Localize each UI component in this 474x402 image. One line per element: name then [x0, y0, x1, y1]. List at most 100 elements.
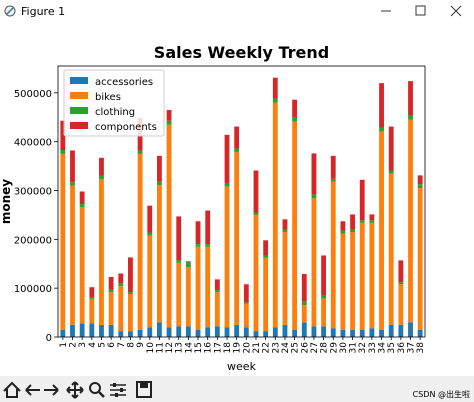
y-tick-label: 300000 — [14, 187, 52, 198]
x-tick-label: 17 — [213, 342, 223, 353]
y-tick-label: 400000 — [14, 138, 52, 149]
bar-segment — [176, 262, 182, 327]
x-axis-label: week — [227, 360, 257, 373]
bar-segment — [282, 219, 288, 230]
bar-segment — [359, 329, 365, 337]
axes-frame — [57, 65, 426, 338]
bar-segment — [205, 246, 211, 328]
chart-title: Sales Weekly Trend — [154, 43, 329, 62]
bar-segment — [176, 216, 182, 261]
bar-segment — [282, 232, 288, 325]
y-tick-label: 500000 — [14, 89, 52, 100]
x-tick-label: 18 — [223, 342, 233, 354]
bar-segment — [398, 284, 404, 325]
bar-segment — [156, 155, 162, 182]
bar-segment — [234, 148, 240, 152]
bar-segment — [79, 204, 85, 208]
bar-segment — [176, 260, 182, 263]
bar-segment — [330, 328, 336, 337]
bar-segment — [224, 134, 230, 184]
bar-segment — [128, 257, 133, 293]
x-tick-label: 13 — [175, 342, 185, 353]
bar-segment — [70, 185, 75, 325]
forward-button[interactable] — [44, 384, 59, 396]
bar-segment — [99, 175, 104, 180]
bar-segment — [408, 81, 413, 116]
x-tick-label: 38 — [416, 342, 426, 354]
bar-segment — [340, 233, 346, 330]
y-tick-label: 0 — [46, 333, 52, 344]
bar-segment — [108, 289, 114, 293]
bar-segment — [234, 324, 240, 337]
bar-segment — [214, 290, 220, 293]
bar-segment — [417, 329, 423, 337]
bar-segment — [253, 214, 259, 332]
bar-segment — [272, 327, 278, 337]
bar-segment — [379, 329, 384, 337]
bar-segment — [340, 221, 346, 231]
bar-segment — [321, 295, 327, 299]
home-button[interactable] — [3, 381, 21, 398]
bar-segment — [253, 212, 259, 215]
watermark: CSDN @出生啦 — [413, 389, 470, 399]
bar-segment — [118, 286, 124, 332]
bar-segment — [156, 185, 162, 323]
bar-segment — [99, 324, 104, 337]
zoom-button[interactable] — [89, 382, 105, 398]
x-tick-label: 30 — [339, 342, 349, 354]
bar-segment — [195, 329, 201, 337]
bar-segment — [205, 210, 211, 245]
bar-segment — [214, 326, 220, 337]
maximize-button[interactable] — [415, 5, 426, 16]
bar-segment — [166, 124, 172, 328]
legend-swatch — [70, 107, 88, 114]
x-tick-label: 7 — [117, 342, 127, 348]
bar-segment — [263, 255, 269, 258]
bar-segment — [156, 322, 162, 337]
x-tick-label: 11 — [155, 342, 165, 353]
legend-label: components — [95, 122, 157, 133]
x-tick-label: 27 — [310, 342, 320, 353]
bar-segment — [292, 121, 298, 330]
back-button[interactable] — [25, 384, 40, 396]
bar-segment — [195, 244, 201, 247]
bar-segment — [359, 222, 365, 330]
bar-segment — [350, 229, 355, 233]
bar-segment — [301, 301, 307, 306]
x-tick-label: 14 — [184, 342, 194, 354]
bar-segment — [311, 153, 317, 195]
bar-segment — [234, 151, 240, 325]
bar-segment — [128, 294, 133, 332]
y-tick-label: 200000 — [14, 235, 52, 246]
y-tick-label: 100000 — [14, 284, 52, 295]
x-tick-label: 23 — [271, 342, 281, 353]
bar-segment — [108, 276, 114, 290]
bar-segment — [408, 115, 413, 120]
bar-segment — [128, 331, 133, 337]
bar-segment — [321, 326, 327, 337]
bar-segment — [321, 255, 327, 296]
bar-segment — [340, 230, 346, 234]
bar-segment — [185, 326, 191, 337]
x-tick-label: 9 — [136, 342, 146, 348]
legend-label: clothing — [95, 107, 135, 118]
close-button[interactable] — [450, 5, 462, 17]
bar-segment — [118, 273, 124, 284]
save-button[interactable] — [136, 381, 152, 398]
bar-segment — [147, 232, 153, 236]
bar-segment — [166, 120, 172, 125]
bar-segment — [263, 331, 269, 337]
configure-button[interactable] — [110, 383, 126, 397]
bar-segment — [89, 298, 95, 324]
bar-segment — [137, 329, 143, 337]
pan-button[interactable] — [66, 381, 84, 399]
x-tick-label: 24 — [281, 342, 291, 354]
bar-segment — [185, 262, 191, 268]
bar-segment — [301, 274, 307, 302]
bar-segment — [388, 173, 394, 325]
bar-segment — [330, 181, 336, 329]
bar-segment — [369, 220, 375, 223]
bar-segment — [398, 324, 404, 337]
bar-segment — [369, 214, 375, 221]
bar-segment — [60, 120, 66, 150]
